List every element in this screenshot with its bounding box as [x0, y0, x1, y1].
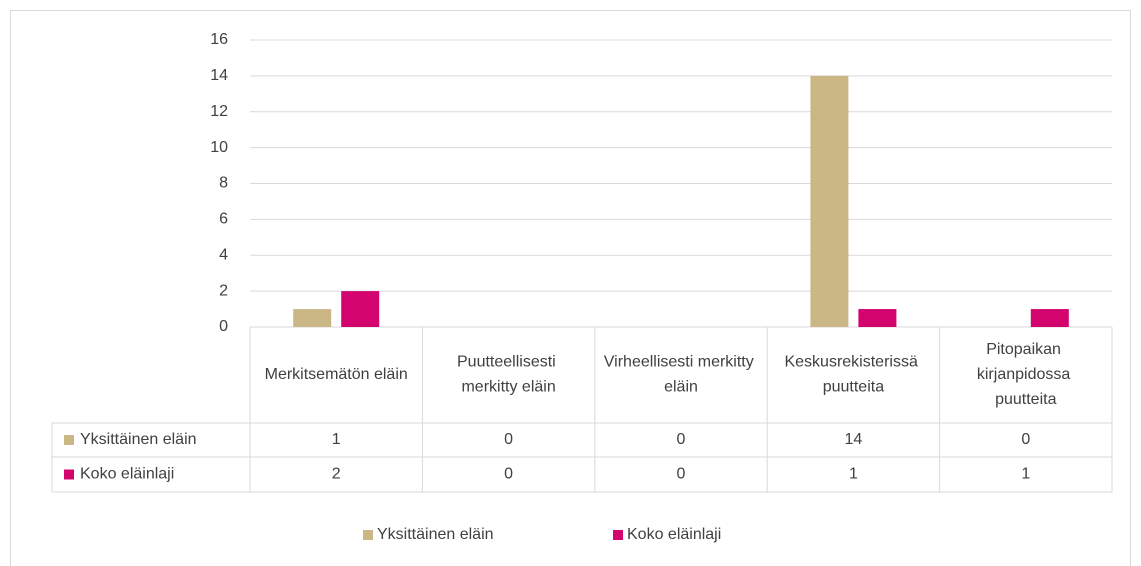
table-value: 1	[1021, 466, 1030, 483]
table-value: 0	[504, 466, 513, 483]
table-value: 0	[677, 466, 686, 483]
legend-key	[613, 530, 623, 540]
y-tick-label: 16	[210, 31, 228, 48]
legend-key	[64, 435, 74, 445]
table-value: 2	[332, 466, 341, 483]
y-tick-label: 6	[219, 211, 228, 228]
bar	[341, 291, 380, 327]
y-tick-label: 14	[210, 67, 228, 84]
x-tick-label: Keskusrekisterissä puutteita	[784, 354, 922, 396]
x-tick-label: Puutteellisesti merkitty eläin	[457, 354, 560, 396]
table-value: 14	[845, 431, 863, 448]
x-tick-label: Pitopaikan kirjanpidossa puutteita	[977, 341, 1075, 408]
chart-frame	[10, 10, 1131, 566]
table-value: 1	[849, 466, 858, 483]
table-value: 0	[1021, 431, 1030, 448]
legend-key	[64, 469, 74, 480]
y-tick-label: 4	[219, 246, 228, 263]
table-row-label: Koko eläinlaji	[80, 466, 174, 483]
bar	[293, 309, 332, 327]
legend-label: Koko eläinlaji	[627, 526, 721, 543]
bar	[810, 75, 849, 327]
table-value: 0	[504, 431, 513, 448]
table-value: 1	[332, 431, 341, 448]
y-tick-label: 0	[219, 318, 228, 335]
x-tick-label: Merkitsemätön eläin	[265, 366, 408, 383]
legend-label: Yksittäinen eläin	[377, 526, 494, 543]
bar	[1030, 309, 1069, 327]
table-row-label: Yksittäinen eläin	[80, 431, 197, 448]
y-tick-label: 10	[210, 139, 228, 156]
y-tick-label: 2	[219, 282, 228, 299]
bar	[858, 309, 897, 327]
y-tick-label: 12	[210, 103, 228, 120]
y-tick-label: 8	[219, 175, 228, 192]
x-tick-label: Virheellisesti merkitty eläin	[604, 354, 758, 396]
legend-key	[363, 530, 373, 540]
table-value: 0	[677, 431, 686, 448]
